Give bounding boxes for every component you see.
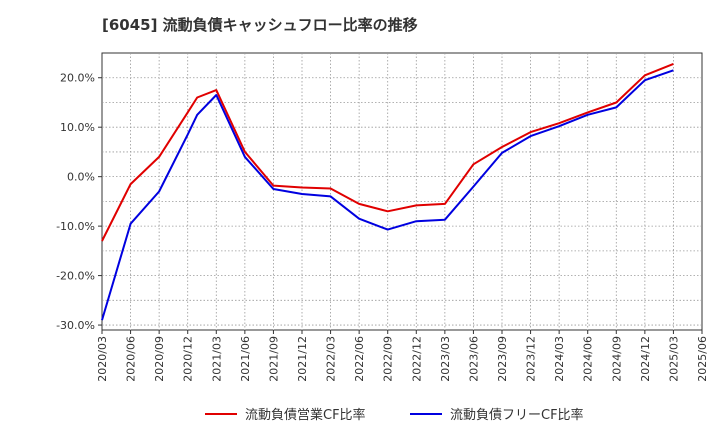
y-tick-label: 0.0% (67, 171, 95, 184)
chart-title: [6045] 流動負債キャッシュフロー比率の推移 (102, 16, 418, 34)
x-tick-label: 2023/09 (496, 336, 509, 382)
x-tick-label: 2021/06 (239, 336, 252, 382)
x-tick-label: 2020/09 (153, 336, 166, 382)
series-line-1 (101, 62, 674, 242)
y-tick-label: 20.0% (60, 72, 95, 85)
x-tick-label: 2022/03 (325, 336, 338, 382)
x-tick-label: 2024/03 (553, 336, 566, 382)
y-tick-label: 10.0% (60, 121, 95, 134)
x-axis: 2020/03 2020/06 2020/09 2020/12 2021/03 2021/… (96, 330, 709, 382)
legend-label-2: 流動負債フリーCF比率 (450, 407, 584, 423)
x-tick-label: 2020/12 (182, 336, 195, 382)
y-axis: -30.0% -20.0% -10.0% 0.0% 10.0% 20.0% (56, 72, 102, 332)
x-tick-label: 2022/06 (353, 336, 366, 382)
x-tick-label: 2022/12 (410, 336, 423, 382)
x-tick-label: 2021/12 (296, 336, 309, 382)
x-tick-label: 2023/12 (525, 336, 538, 382)
y-tick-label: -20.0% (56, 270, 95, 283)
grid-layer (102, 53, 702, 330)
x-tick-label: 2021/09 (267, 336, 280, 382)
series-line-2 (101, 69, 674, 321)
y-tick-label: -30.0% (56, 319, 95, 332)
x-tick-label: 2024/09 (610, 336, 623, 382)
x-tick-label: 2025/06 (696, 336, 709, 382)
x-tick-label: 2025/03 (667, 336, 680, 382)
x-tick-label: 2024/06 (582, 336, 595, 382)
plot-area (101, 52, 703, 331)
legend: 流動負債営業CF比率 流動負債フリーCF比率 (205, 407, 584, 423)
legend-label-1: 流動負債営業CF比率 (245, 407, 366, 423)
x-tick-label: 2022/09 (382, 336, 395, 382)
x-tick-label: 2020/06 (125, 336, 138, 382)
series-layer (101, 62, 674, 321)
x-tick-label: 2024/12 (639, 336, 652, 382)
x-tick-label: 2023/03 (439, 336, 452, 382)
x-tick-label: 2020/03 (96, 336, 109, 382)
x-tick-label: 2023/06 (467, 336, 480, 382)
x-tick-label: 2021/03 (210, 336, 223, 382)
y-tick-label: -10.0% (56, 220, 95, 233)
